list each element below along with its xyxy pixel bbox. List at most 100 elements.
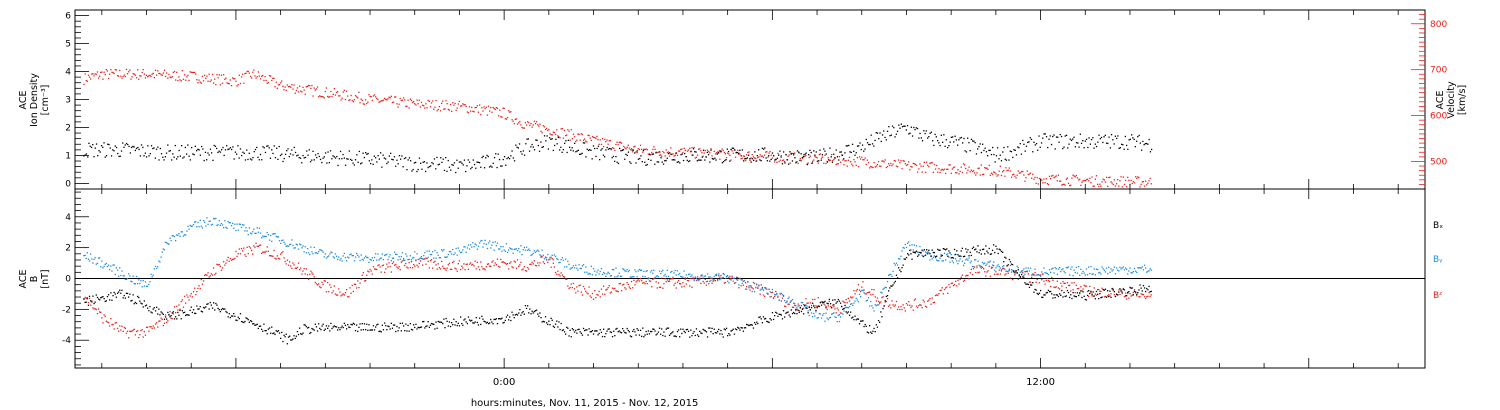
density-series-point [883,130,885,132]
bz-series-point [720,274,722,277]
bz-series-point [893,305,895,307]
bz-series-point [520,261,522,264]
by-series-point [579,267,581,270]
velocity-series-point [103,71,105,73]
bx-series-point [254,324,256,326]
density-series-point [328,162,330,164]
velocity-series-point [93,75,95,77]
bx-series-point [967,249,969,251]
velocity-series-point [274,86,276,88]
by-series-point [911,244,913,246]
density-series-point [825,153,827,155]
bx-series-point [539,312,541,314]
bx-series-point [401,322,404,324]
bz-series-point [677,279,680,282]
by-series-point [1022,270,1024,272]
bx-series-point [138,296,140,299]
density-series-point [321,161,323,164]
velocity-series-point [1061,184,1063,186]
density-series-point [1112,139,1114,141]
bx-series-point [243,321,245,324]
bz-series-point [430,259,433,261]
density-series-point [432,163,434,165]
density-series-point [666,157,668,159]
bz-series-point [116,327,119,329]
by-series-point [320,249,322,251]
bx-series-point [223,308,225,310]
by-series-point [135,275,138,278]
bz-series-point [1145,297,1147,300]
velocity-series-point [472,110,474,112]
density-series-point [774,159,776,161]
bz-series-point [324,280,326,282]
density-series-point [363,156,365,159]
by-series-point [1097,268,1099,271]
bx-series-point [626,327,628,330]
bx-series-point [491,321,493,323]
density-series-point [154,157,156,159]
bz-series-point [1101,287,1103,289]
bz-series-point [690,277,692,280]
bx-series-point [797,309,799,311]
density-series-point [811,162,814,164]
by-series-point [1127,273,1129,275]
density-series-point [580,153,582,155]
velocity-series-point [284,86,286,88]
bz-series-point [931,297,933,299]
by-series-point [927,251,929,253]
by-series-point [998,266,1000,268]
velocity-series-point [1046,183,1048,185]
bz-series-point [261,252,263,255]
velocity-series-point [199,81,201,83]
bz-series-point [825,305,827,308]
bz-series-point [780,300,782,302]
density-series-point [188,155,190,157]
by-series-point [582,264,585,266]
bx-series-point [244,320,246,323]
velocity-series-point [490,107,492,109]
velocity-series-point [194,71,196,74]
by-series-point [473,246,475,248]
velocity-series-point [365,99,367,101]
bx-series-point [208,308,210,310]
by-series-point [221,224,224,226]
velocity-series-point [264,76,266,78]
bx-series-point [247,319,249,321]
bx-series-point [676,330,679,333]
velocity-series-point [433,108,435,110]
velocity-series-point [789,162,791,164]
bx-series-point [314,323,316,325]
by-series-point [835,316,837,319]
by-series-point [626,268,628,271]
velocity-series-point [950,172,952,174]
velocity-series-point [1133,182,1136,184]
velocity-series-point [902,160,904,162]
by-series-point [965,259,967,261]
bx-series-point [251,320,253,323]
bx-series-point [179,309,181,311]
velocity-series-point [557,135,559,137]
by-series-point [198,226,200,228]
density-series-point [314,154,317,156]
bx-series-point [96,296,99,299]
bx-series-point [800,310,803,313]
bx-series-point [201,311,204,313]
density-series-point [393,156,396,158]
density-series-point [288,155,290,158]
bx-series-point [170,315,172,317]
density-series-point [223,154,225,157]
bx-series-point [733,333,736,335]
velocity-series-point [363,103,366,105]
bz-series-point [249,247,252,249]
bz-series-point [709,280,711,283]
by-series-point [789,301,791,303]
bz-series-point [611,287,614,289]
bx-series-point [1124,295,1127,297]
by-series-point [845,306,847,309]
bx-series-point [791,312,794,315]
bx-series-point [455,321,457,323]
density-series-point [801,156,804,159]
bx-series-point [895,274,898,276]
by-series-point [493,249,495,251]
by-series-point [1118,270,1120,272]
